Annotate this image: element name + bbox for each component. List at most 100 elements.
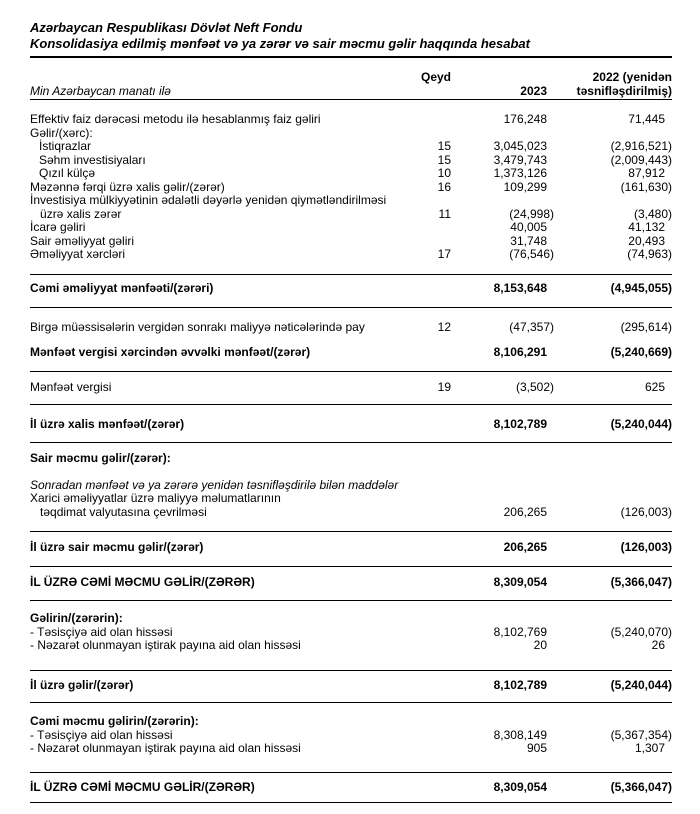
divider (30, 669, 672, 671)
row-label: İL ÜZRƏ CƏMİ MƏCMU GƏLİR/(ZƏRƏR) (30, 779, 255, 794)
table-row: Qızıl külçə 10 1,373,126 87,912 (30, 166, 672, 181)
value-2022-cell: (126,003) (620, 504, 672, 519)
row-label: Cəmi məcmu gəlirin/(zərərin): (30, 714, 199, 728)
table-row: İL ÜZRƏ CƏMİ MƏCMU GƏLİR/(ZƏRƏR) 8,309,0… (30, 779, 672, 795)
column-header-2022: 2022 (yenidən təsnifləşdirilmiş) (576, 70, 672, 98)
value-2022-cell: (2,009,443) (610, 152, 672, 167)
table-row: İl üzrə gəlir/(zərər) 8,102,789 (5,240,0… (30, 677, 672, 693)
row-label: - Nəzarət olunmayan iştirak payına aid o… (30, 741, 301, 755)
note-cell: 15 (437, 139, 451, 153)
row-label: İl üzrə gəlir/(zərər) (30, 677, 134, 692)
value-2022-cell: (3,480) (633, 206, 672, 221)
value-2022-cell: 1,307 (634, 741, 665, 755)
report-title: Konsolidasiya edilmiş mənfəət və ya zərə… (30, 36, 530, 51)
note-cell: 10 (437, 166, 451, 180)
table-row: Səhm investisiyaları 15 3,479,743 (2,009… (30, 152, 672, 168)
row-label: İl üzrə xalis mənfəət/(zərər) (30, 416, 185, 431)
unit-label: Min Azərbaycan manatı ilə (30, 83, 171, 98)
value-2023-cell: 206,265 (503, 504, 547, 519)
value-2023-cell: (3,502) (515, 380, 554, 394)
value-2023-cell: 8,102,769 (493, 624, 547, 639)
entity-title: Azərbaycan Respublikası Dövlət Neft Fond… (30, 20, 303, 35)
row-label: Sair əməliyyat gəliri (30, 233, 135, 248)
table-row: İstiqrazlar 15 3,045,023 (2,916,521) (30, 139, 672, 154)
table-row: Gəlir/(xərc): (30, 125, 672, 141)
table-row: Cəmi məcmu gəlirin/(zərərin): (30, 714, 672, 729)
value-2023-cell: (47,357) (509, 320, 554, 334)
divider (30, 442, 672, 443)
value-2023-cell: (24,998) (509, 206, 554, 221)
note-cell: 17 (437, 247, 451, 261)
value-2023-cell: 109,299 (503, 179, 547, 194)
column-header-2023: 2023 (520, 83, 547, 98)
value-2022-cell: 20,493 (628, 233, 665, 248)
divider (30, 531, 672, 532)
note-cell: 16 (437, 179, 451, 194)
value-2023-cell: 3,045,023 (493, 139, 547, 153)
row-label: Məzənnə fərqi üzrə xalis gəlir/(zərər) (30, 179, 225, 194)
note-cell: 11 (438, 206, 451, 221)
value-2023-cell: 8,153,648 (493, 280, 547, 295)
row-label: - Nəzarət olunmayan iştirak payına aid o… (30, 638, 301, 652)
value-2022-cell: (126,003) (620, 540, 672, 554)
value-2022-cell: (5,366,047) (610, 779, 672, 794)
table-row: Mənfəət vergisi 19 (3,502) 625 (30, 380, 672, 395)
row-label: İstiqrazlar (39, 139, 92, 153)
table-row: İl üzrə sair məcmu gəlir/(zərər) 206,265… (30, 540, 672, 555)
value-2022-cell: (5,240,044) (610, 677, 672, 692)
row-label: - Təsisçiyə aid olan hissəsi (30, 727, 173, 742)
divider (30, 371, 672, 372)
table-row: - Nəzarət olunmayan iştirak payına aid o… (30, 741, 672, 756)
value-2022-cell: (5,240,669) (610, 344, 672, 359)
table-row: İnvestisiya mülkiyyətinin ədalətli dəyər… (30, 193, 672, 221)
table-row: Sonradan mənfəət və ya zərərə yenidən tə… (30, 478, 672, 493)
column-header-note: Qeyd (420, 70, 451, 84)
value-2022-cell: (161,630) (620, 179, 672, 194)
row-label: İl üzrə sair məcmu gəlir/(zərər) (30, 540, 204, 554)
table-row: Birgə müəssisələrin vergidən sonrakı mal… (30, 320, 672, 335)
row-label: Mənfəət vergisi (30, 380, 112, 394)
value-2023-cell: 176,248 (503, 112, 547, 126)
row-label: Gəlir/(xərc): (30, 125, 93, 140)
row-label: Əməliyyat xərcləri (30, 247, 126, 261)
row-label: Səhm investisiyaları (39, 152, 146, 167)
divider (30, 273, 672, 275)
value-2023-cell: 8,308,149 (493, 727, 547, 742)
table-row: İL ÜZRƏ CƏMİ MƏCMU GƏLİR/(ZƏRƏR) 8,309,0… (30, 574, 672, 590)
value-2022-cell: (74,963) (627, 247, 672, 261)
value-2023-cell: 905 (526, 741, 547, 755)
table-row: Mənfəət vergisi xərcindən əvvəlki mənfəə… (30, 344, 672, 360)
value-2022-cell: 71,445 (628, 112, 665, 126)
note-cell: 19 (437, 380, 451, 394)
table-row: Xarici əməliyyatlar üzrə maliyyə məlumat… (30, 491, 672, 519)
value-2022-cell: (5,240,044) (610, 416, 672, 431)
table-row: - Təsisçiyə aid olan hissəsi 8,308,149 (… (30, 727, 672, 743)
row-label: İL ÜZRƏ CƏMİ MƏCMU GƏLİR/(ZƏRƏR) (30, 574, 255, 589)
value-2023-cell: 40,005 (510, 220, 547, 234)
value-2022-cell: (5,240,070) (610, 624, 672, 639)
row-label: Mənfəət vergisi xərcindən əvvəlki mənfəə… (30, 344, 311, 359)
title-divider (30, 56, 672, 58)
table-row: Effektiv faiz dərəcəsi metodu ilə hesabl… (30, 112, 672, 127)
value-2022-cell: 87,912 (628, 166, 665, 180)
row-label: Xarici əməliyyatlar üzrə maliyyə məlumat… (30, 491, 281, 519)
divider (30, 702, 672, 703)
table-row: Cəmi əməliyyat mənfəəti/(zərəri) 8,153,6… (30, 280, 672, 296)
value-2022-cell: 625 (644, 380, 665, 394)
row-label: Gəlirin/(zərərin): (30, 611, 123, 625)
value-2022-cell: (5,366,047) (610, 574, 672, 589)
value-2022-cell: 26 (651, 638, 665, 652)
value-2023-cell: (76,546) (509, 247, 554, 261)
value-2022-cell: (4,945,055) (610, 280, 672, 295)
table-row: İcarə gəliri 40,005 41,132 (30, 220, 672, 235)
divider (30, 307, 672, 308)
value-2023-cell: 3,479,743 (493, 152, 547, 167)
table-row: İl üzrə xalis mənfəət/(zərər) 8,102,789 … (30, 416, 672, 432)
note-cell: 15 (437, 152, 451, 167)
value-2023-cell: 8,309,054 (493, 574, 547, 589)
divider (30, 403, 672, 405)
row-label: Birgə müəssisələrin vergidən sonrakı mal… (30, 320, 365, 334)
value-2023-cell: 8,309,054 (493, 779, 547, 794)
table-row: Əməliyyat xərcləri 17 (76,546) (74,963) (30, 247, 672, 262)
